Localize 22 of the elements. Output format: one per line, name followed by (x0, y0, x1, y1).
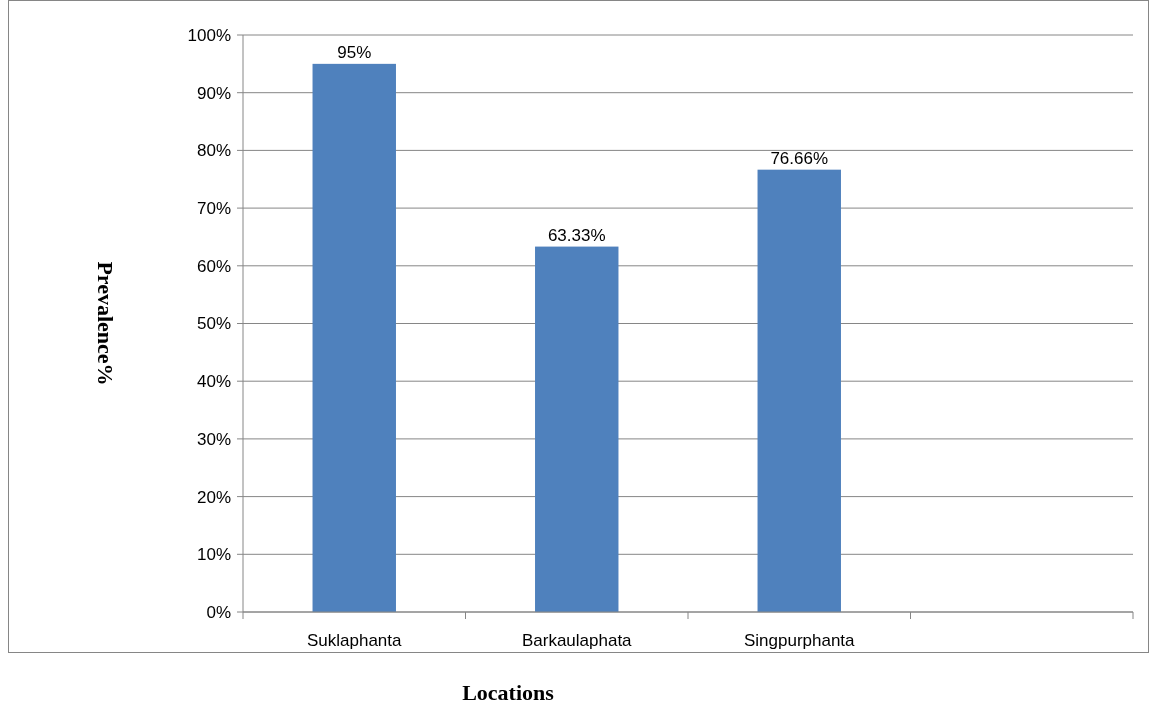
y-tick-label: 20% (196, 487, 231, 507)
x-axis-title: Locations (462, 680, 555, 705)
data-label: 76.66% (770, 148, 829, 168)
x-tick-label: Suklaphanta (306, 631, 403, 650)
y-tick-label: 80% (196, 141, 231, 161)
bar (757, 169, 841, 612)
y-tick-label: 40% (196, 372, 231, 392)
bar (312, 63, 396, 612)
x-tick-label: Barkaulaphata (521, 631, 633, 650)
y-tick-label: 60% (196, 256, 231, 276)
y-axis-title: Prevalence% (93, 261, 118, 386)
y-tick-label: 10% (196, 545, 231, 565)
y-tick-label: 100% (187, 25, 231, 45)
data-label: 63.33% (547, 225, 606, 245)
y-tick-label: 0% (206, 602, 231, 622)
x-tick-label: Singpurphanta (743, 631, 856, 650)
bar (535, 246, 619, 612)
y-tick-label: 90% (196, 83, 231, 103)
y-tick-label: 30% (196, 429, 231, 449)
data-label: 95% (337, 42, 372, 62)
y-tick-label: 70% (196, 199, 231, 219)
y-tick-label: 50% (196, 314, 231, 334)
